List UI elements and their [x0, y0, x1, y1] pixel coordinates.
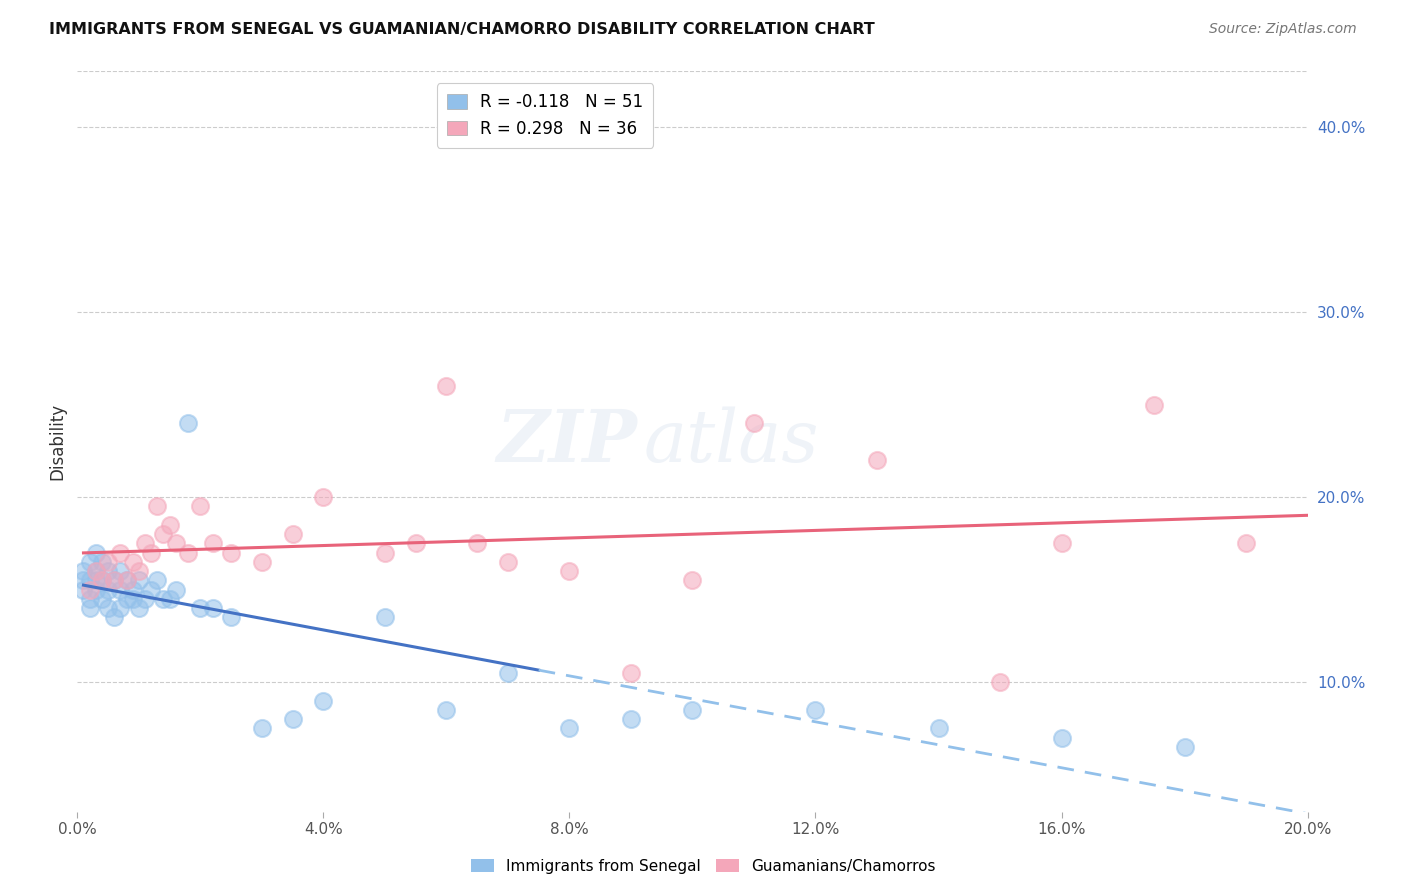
- Point: [177, 545, 200, 560]
- Point: [84, 564, 107, 578]
- Point: [134, 536, 156, 550]
- Point: [312, 694, 335, 708]
- Point: [84, 582, 107, 597]
- Point: [97, 564, 120, 578]
- Text: IMMIGRANTS FROM SENEGAL VS GUAMANIAN/CHAMORRO DISABILITY CORRELATION CHART: IMMIGRANTS FROM SENEGAL VS GUAMANIAN/CHA…: [49, 22, 875, 37]
- Point: [1050, 731, 1073, 745]
- Point: [928, 722, 950, 736]
- Point: [97, 582, 120, 597]
- Text: atlas: atlas: [644, 406, 818, 477]
- Point: [219, 545, 242, 560]
- Point: [1234, 536, 1257, 550]
- Point: [79, 601, 101, 615]
- Point: [79, 574, 101, 588]
- Point: [250, 555, 273, 569]
- Point: [374, 610, 396, 624]
- Point: [188, 500, 212, 514]
- Legend: R = -0.118   N = 51, R = 0.298   N = 36: R = -0.118 N = 51, R = 0.298 N = 36: [437, 83, 652, 148]
- Point: [436, 379, 458, 393]
- Point: [165, 536, 187, 550]
- Point: [97, 555, 120, 569]
- Point: [103, 574, 125, 588]
- Point: [188, 601, 212, 615]
- Point: [121, 591, 143, 606]
- Point: [558, 564, 581, 578]
- Point: [90, 574, 114, 588]
- Point: [115, 574, 138, 588]
- Point: [682, 574, 704, 588]
- Point: [79, 555, 101, 569]
- Legend: Immigrants from Senegal, Guamanians/Chamorros: Immigrants from Senegal, Guamanians/Cham…: [464, 853, 942, 880]
- Point: [804, 703, 827, 717]
- Point: [103, 610, 125, 624]
- Point: [128, 601, 150, 615]
- Point: [121, 582, 143, 597]
- Point: [84, 574, 107, 588]
- Point: [110, 601, 132, 615]
- Point: [496, 665, 519, 680]
- Point: [1143, 398, 1166, 412]
- Point: [79, 591, 101, 606]
- Point: [72, 574, 94, 588]
- Point: [141, 545, 163, 560]
- Point: [496, 555, 519, 569]
- Point: [103, 574, 125, 588]
- Y-axis label: Disability: Disability: [48, 403, 66, 480]
- Point: [465, 536, 488, 550]
- Point: [128, 574, 150, 588]
- Point: [146, 574, 169, 588]
- Point: [436, 703, 458, 717]
- Point: [97, 601, 120, 615]
- Point: [1050, 536, 1073, 550]
- Point: [115, 574, 138, 588]
- Text: Source: ZipAtlas.com: Source: ZipAtlas.com: [1209, 22, 1357, 37]
- Point: [152, 591, 174, 606]
- Point: [742, 416, 765, 430]
- Point: [281, 712, 304, 726]
- Point: [682, 703, 704, 717]
- Point: [84, 545, 107, 560]
- Point: [146, 500, 169, 514]
- Point: [110, 582, 132, 597]
- Point: [219, 610, 242, 624]
- Point: [374, 545, 396, 560]
- Point: [558, 722, 581, 736]
- Point: [620, 665, 643, 680]
- Point: [90, 555, 114, 569]
- Point: [159, 591, 181, 606]
- Point: [177, 416, 200, 430]
- Point: [405, 536, 427, 550]
- Point: [72, 582, 94, 597]
- Point: [128, 564, 150, 578]
- Point: [115, 591, 138, 606]
- Point: [84, 564, 107, 578]
- Point: [1174, 739, 1197, 754]
- Point: [152, 527, 174, 541]
- Point: [201, 536, 224, 550]
- Point: [90, 574, 114, 588]
- Point: [201, 601, 224, 615]
- Point: [121, 555, 143, 569]
- Point: [988, 675, 1011, 690]
- Point: [141, 582, 163, 597]
- Point: [312, 490, 335, 504]
- Point: [134, 591, 156, 606]
- Point: [620, 712, 643, 726]
- Point: [250, 722, 273, 736]
- Point: [281, 527, 304, 541]
- Point: [72, 564, 94, 578]
- Text: ZIP: ZIP: [496, 406, 637, 477]
- Point: [90, 591, 114, 606]
- Point: [866, 453, 889, 467]
- Point: [110, 564, 132, 578]
- Point: [159, 517, 181, 532]
- Point: [110, 545, 132, 560]
- Point: [165, 582, 187, 597]
- Point: [79, 582, 101, 597]
